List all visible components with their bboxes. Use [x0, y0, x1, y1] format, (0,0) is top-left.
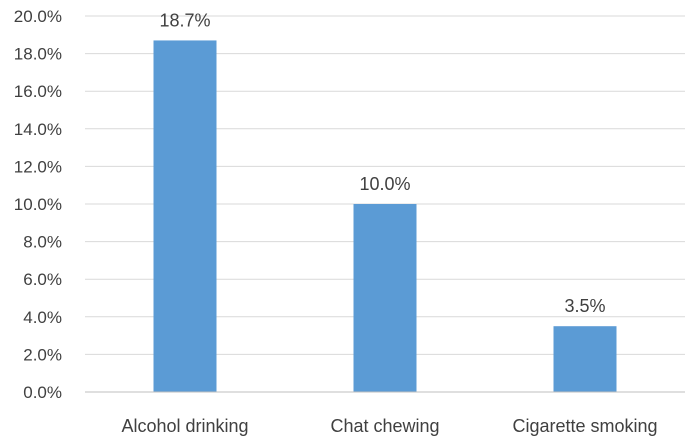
y-tick-label: 12.0% [14, 157, 62, 176]
y-tick-label: 8.0% [23, 233, 62, 252]
y-tick-label: 10.0% [14, 195, 62, 214]
bars [153, 40, 617, 392]
y-tick-label: 0.0% [23, 383, 62, 402]
data-label: 3.5% [564, 296, 605, 316]
x-category-label: Chat chewing [330, 416, 439, 436]
y-tick-label: 20.0% [14, 7, 62, 26]
data-label: 10.0% [359, 174, 410, 194]
x-category-label: Alcohol drinking [121, 416, 248, 436]
x-category-label: Cigarette smoking [512, 416, 657, 436]
data-label: 18.7% [159, 10, 210, 30]
bar [153, 40, 217, 392]
y-tick-label: 4.0% [23, 308, 62, 327]
data-labels: 18.7% 10.0% 3.5% [159, 10, 605, 316]
y-tick-label: 6.0% [23, 270, 62, 289]
y-axis-ticks: 0.0% 2.0% 4.0% 6.0% 8.0% 10.0% 12.0% 14.0% 16.0%… [14, 7, 62, 402]
y-tick-label: 16.0% [14, 82, 62, 101]
bar [353, 204, 417, 392]
x-axis-categories: Alcohol drinking Chat chewing Cigarette sm… [121, 416, 657, 436]
y-tick-label: 14.0% [14, 120, 62, 139]
y-tick-label: 18.0% [14, 45, 62, 64]
y-tick-label: 2.0% [23, 345, 62, 364]
bar [553, 326, 617, 392]
